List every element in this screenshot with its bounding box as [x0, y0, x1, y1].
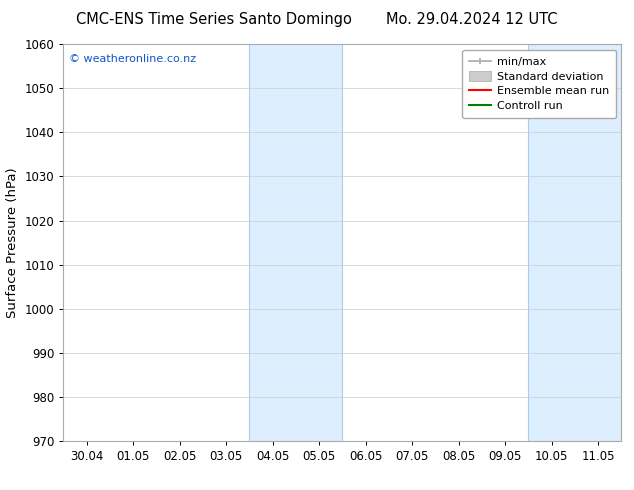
Text: Mo. 29.04.2024 12 UTC: Mo. 29.04.2024 12 UTC [386, 12, 558, 27]
Text: CMC-ENS Time Series Santo Domingo: CMC-ENS Time Series Santo Domingo [76, 12, 352, 27]
Bar [249, 44, 342, 441]
Title: CMC-ENS Time Series Santo Domingo     Mo. 29.04.2024 12 UTC: CMC-ENS Time Series Santo Domingo Mo. 29… [0, 489, 1, 490]
Bar [528, 44, 621, 441]
Y-axis label: Surface Pressure (hPa): Surface Pressure (hPa) [6, 167, 19, 318]
Text: © weatheronline.co.nz: © weatheronline.co.nz [69, 54, 196, 64]
Legend: min/max, Standard deviation, Ensemble mean run, Controll run: min/max, Standard deviation, Ensemble me… [462, 49, 616, 118]
